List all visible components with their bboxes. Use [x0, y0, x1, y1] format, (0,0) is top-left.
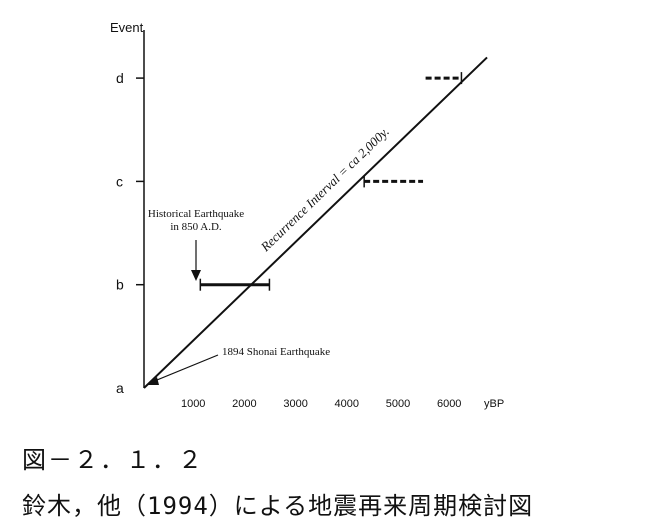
shonai-earthquake-label: 1894 Shonai Earthquake	[222, 346, 330, 358]
event-label-b: b	[116, 277, 124, 293]
x-tick-label: 2000	[232, 398, 256, 410]
x-axis-title: yBP	[484, 398, 504, 410]
x-tick-label: 4000	[335, 398, 359, 410]
trend-line-label: Recurrence Interval = ca 2,000y.	[257, 124, 392, 255]
x-tick-label: 1000	[181, 398, 205, 410]
tick-marks	[136, 77, 144, 286]
x-tick-label: 6000	[437, 398, 461, 410]
historical-earthquake-arrowhead	[191, 270, 201, 281]
figure-description: 鈴木，他（1994）による地震再来周期検討図	[22, 492, 534, 520]
historical-earthquake-label: Historical Earthquake	[148, 208, 244, 220]
shonai-earthquake-arrowhead	[147, 377, 159, 385]
figure-number: 図－２．１．２	[22, 446, 204, 474]
shonai-earthquake-arrow	[151, 354, 219, 383]
event-labels: a b c d	[116, 70, 124, 396]
historical-earthquake-date-label: in 850 A.D.	[170, 221, 222, 233]
x-tick-labels: 1000 2000 3000 4000 5000 6000	[181, 398, 461, 410]
recurrence-trend-line	[143, 56, 488, 389]
event-age-ranges	[199, 72, 463, 291]
x-tick-label: 5000	[386, 398, 410, 410]
event-label-c: c	[116, 173, 123, 189]
x-tick-label: 3000	[283, 398, 307, 410]
event-label-d: d	[116, 70, 124, 86]
y-axis-title: Event	[110, 20, 144, 35]
event-label-a: a	[116, 380, 124, 396]
